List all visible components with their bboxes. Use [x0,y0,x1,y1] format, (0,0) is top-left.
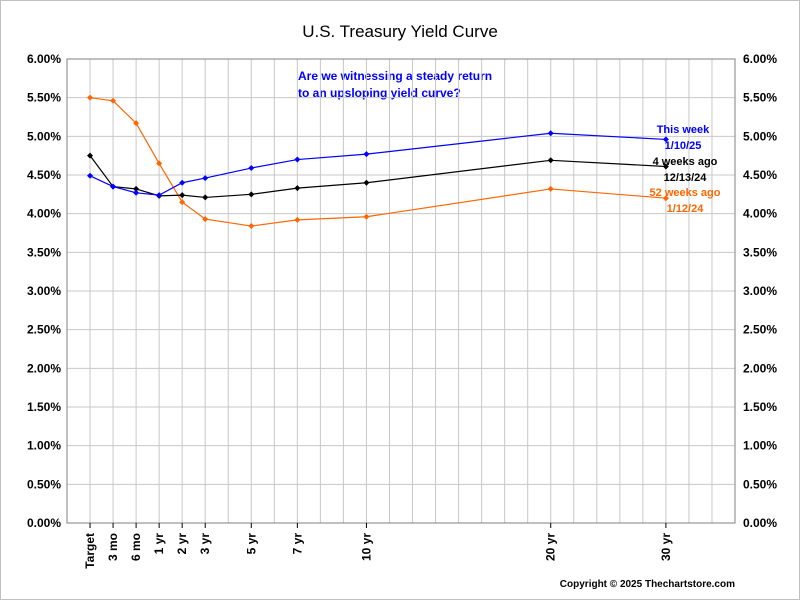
y-tick-label-right: 3.50% [743,245,777,259]
series-label: This week [657,124,710,136]
y-tick-label-left: 3.00% [27,284,61,298]
y-tick-label-right: 2.50% [743,323,777,337]
data-point [179,199,186,206]
gridlines [67,58,735,524]
series-date-label: 1/12/24 [667,203,705,215]
y-tick-label-right: 0.00% [743,516,777,530]
y-tick-label-right: 3.00% [743,284,777,298]
y-tick-label-left: 4.00% [27,207,61,221]
data-point [156,160,163,167]
chart-title: U.S. Treasury Yield Curve [302,22,498,41]
data-point [179,192,186,199]
data-point [547,130,554,137]
data-point [547,185,554,192]
x-tick-label: 3 mo [106,533,120,561]
data-point [363,179,370,186]
data-point [133,189,140,196]
data-point [363,151,370,158]
y-tick-label-right: 2.00% [743,361,777,375]
y-tick-label-left: 1.00% [27,439,61,453]
data-point [294,156,301,163]
y-tick-label-left: 0.50% [27,477,61,491]
plot-border [66,58,736,524]
data-point [87,152,94,159]
annotation-line-1: Are we witnessing a steady return [298,69,492,83]
x-tick-label: 7 yr [290,533,304,555]
data-point [363,213,370,220]
y-tick-label-right: 1.50% [743,400,777,414]
x-tick-label: 5 yr [244,533,258,555]
y-tick-label-right: 5.00% [743,129,777,143]
data-point [87,94,94,101]
data-point [179,179,186,186]
data-point [133,120,140,127]
y-tick-label-left: 2.00% [27,361,61,375]
data-point [202,175,209,182]
x-tick-label: 6 mo [129,533,143,561]
data-point [547,157,554,164]
y-tick-label-left: 2.50% [27,323,61,337]
y-tick-label-left: 6.00% [27,52,61,66]
data-point [662,163,669,170]
y-tick-label-left: 1.50% [27,400,61,414]
x-tick-label: 20 yr [544,533,558,561]
data-point [248,165,255,172]
annotation-line-2: to an upsloping yield curve? [298,86,461,100]
y-tick-label-left: 0.00% [27,516,61,530]
data-point [202,194,209,201]
y-tick-label-left: 4.50% [27,168,61,182]
data-point [662,195,669,202]
x-tick-label: 2 yr [175,533,189,555]
x-tick-label: 30 yr [659,533,673,561]
data-point [110,183,117,190]
data-point [110,97,117,104]
data-point [87,172,94,179]
data-point [156,192,163,199]
y-tick-label-right: 0.50% [743,477,777,491]
data-point [248,191,255,198]
y-tick-label-right: 4.50% [743,168,777,182]
data-point [294,185,301,192]
y-tick-label-left: 5.00% [27,129,61,143]
data-point [202,216,209,223]
data-point [294,216,301,223]
copyright-text: Copyright © 2025 Thechartstore.com [560,579,735,590]
x-tick-label: 10 yr [359,533,373,561]
data-point [248,223,255,230]
series-label: 52 weeks ago [650,187,721,199]
series-date-label: 1/10/25 [665,140,702,152]
series-date-label: 12/13/24 [664,172,708,184]
y-tick-label-right: 4.00% [743,207,777,221]
series-label: 4 weeks ago [653,156,718,168]
x-tick-label: Target [83,533,97,569]
data-point [133,185,140,192]
y-tick-label-right: 5.50% [743,91,777,105]
data-point [662,136,669,143]
x-tick-label: 3 yr [198,533,212,555]
y-tick-label-right: 6.00% [743,52,777,66]
x-tick-label: 1 yr [152,533,166,555]
y-tick-label-left: 5.50% [27,91,61,105]
y-tick-label-right: 1.00% [743,439,777,453]
y-tick-label-left: 3.50% [27,245,61,259]
